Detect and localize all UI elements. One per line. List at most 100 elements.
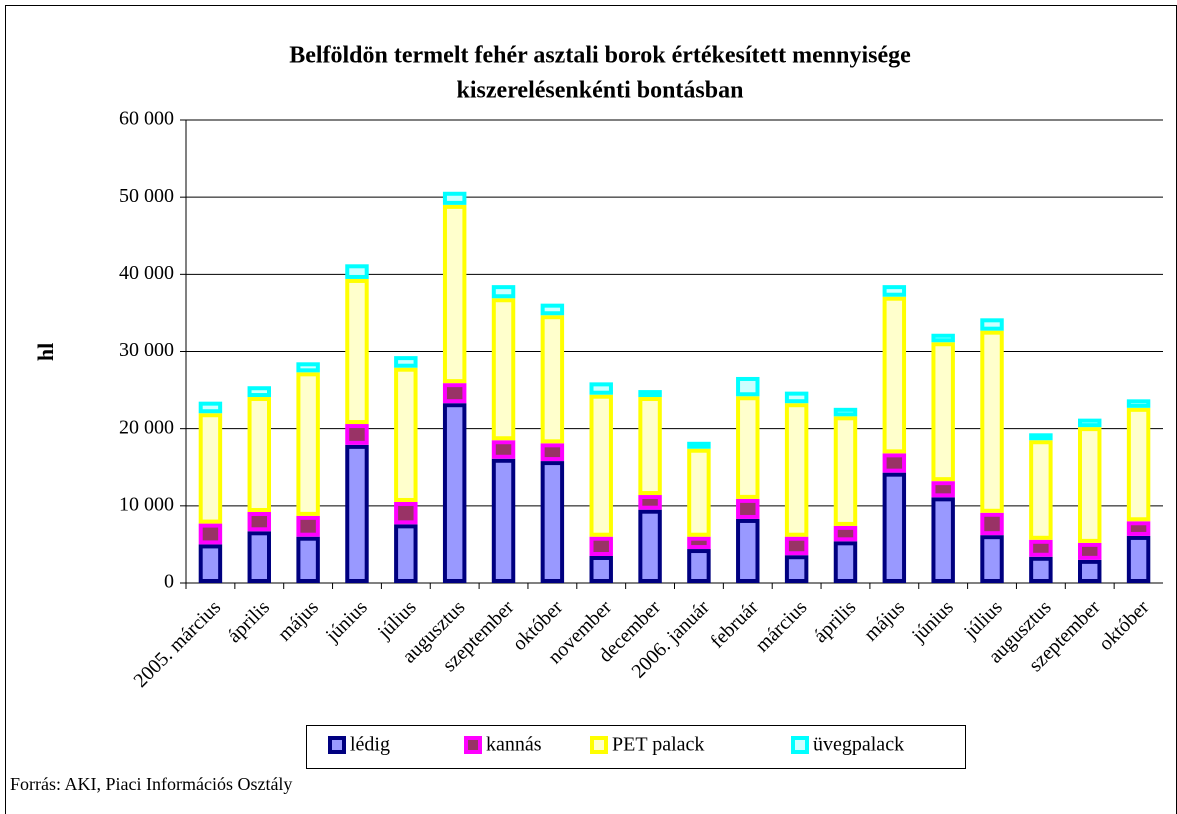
bar-segment	[638, 509, 662, 584]
y-axis-label: hl	[33, 343, 58, 361]
bar-segment	[1029, 556, 1053, 583]
bar-segment	[931, 497, 955, 583]
y-tick-label: 10 000	[119, 493, 174, 515]
bar-segment	[931, 342, 955, 482]
bar-segment	[540, 461, 565, 583]
bar-segment	[589, 555, 613, 583]
bar-segment	[833, 541, 858, 584]
bar-segment	[345, 278, 369, 425]
bar-segment	[491, 458, 516, 583]
bar-segment	[247, 397, 271, 513]
bar-segment	[540, 303, 565, 316]
y-tick-label: 50 000	[119, 185, 174, 207]
bar-segment	[394, 501, 418, 525]
bar-segment	[687, 549, 711, 584]
bar-segment	[833, 416, 858, 526]
legend-label: PET palack	[612, 734, 704, 756]
bar-segment	[296, 362, 320, 373]
legend-swatch	[590, 736, 608, 754]
bar-segment	[442, 383, 467, 404]
bar-segment	[784, 403, 809, 537]
bar-segment	[1126, 407, 1151, 522]
bar-segment	[198, 544, 223, 584]
bar-segment	[1029, 539, 1053, 557]
bar-segment	[1126, 399, 1151, 408]
bar-segment	[1078, 542, 1102, 560]
legend-swatch	[791, 736, 809, 754]
bar-segment	[198, 523, 223, 545]
bar-segment	[687, 441, 711, 449]
bar-segment	[784, 555, 809, 583]
bar-segment	[833, 407, 858, 417]
bar-segment	[345, 264, 369, 279]
bar-segment	[638, 397, 662, 496]
y-tick-label: 30 000	[119, 339, 174, 361]
bar-segment	[491, 440, 516, 459]
y-tick-label: 40 000	[119, 262, 174, 284]
bar-segment	[931, 481, 955, 498]
bar-segment	[882, 453, 907, 473]
legend-label: lédig	[350, 734, 390, 756]
bar-segment	[1029, 433, 1053, 441]
chart-title: Belföldön termelt fehér asztali borok ér…	[289, 43, 911, 69]
legend-label: üvegpalack	[813, 734, 904, 756]
bar-segment	[882, 296, 907, 454]
bar-segment	[296, 372, 320, 516]
bar-segment	[687, 536, 711, 550]
bar-segment	[296, 536, 320, 584]
bar-segment	[1126, 535, 1151, 584]
bar-segment	[736, 518, 760, 583]
y-tick-label: 60 000	[119, 108, 174, 130]
bar-segment	[1078, 427, 1102, 543]
bar-segment	[442, 403, 467, 583]
bar-segment	[980, 318, 1004, 331]
bar-segment	[345, 424, 369, 445]
bar-segment	[247, 531, 271, 584]
bar-segment	[491, 285, 516, 299]
bar-segment	[784, 391, 809, 404]
bar-segment	[589, 394, 613, 537]
bar-segment	[1078, 418, 1102, 428]
bar-segment	[1126, 521, 1151, 536]
legend-swatch	[464, 736, 482, 754]
bar-segment	[687, 448, 711, 537]
bar-segment	[540, 443, 565, 462]
bar-segment	[394, 356, 418, 368]
bar-segment	[491, 298, 516, 441]
bar-segment	[638, 390, 662, 398]
bar-segment	[833, 525, 858, 542]
bar-segment	[442, 204, 467, 384]
bar-segment	[247, 386, 271, 398]
bar-segment	[198, 401, 223, 414]
bar-segment	[394, 524, 418, 583]
bar-segment	[784, 536, 809, 556]
bar-segment	[442, 191, 467, 205]
bar-segment	[345, 444, 369, 583]
legend-box	[306, 725, 966, 769]
bar-segment	[296, 515, 320, 537]
bar-segment	[736, 376, 760, 397]
bar-segment	[540, 315, 565, 444]
bar-segment	[394, 367, 418, 502]
bar-segment	[638, 495, 662, 510]
legend-swatch	[328, 736, 346, 754]
bar-segment	[198, 413, 223, 524]
source-note: Forrás: AKI, Piaci Információs Osztály	[10, 774, 292, 794]
bar-segment	[980, 330, 1004, 513]
bar-segment	[980, 512, 1004, 536]
bar-segment	[1029, 440, 1053, 540]
bar-segment	[1078, 559, 1102, 583]
legend-label: kannás	[486, 734, 542, 756]
bar-segment	[980, 535, 1004, 584]
bar-segment	[247, 512, 271, 532]
y-tick-label: 0	[164, 571, 174, 593]
y-tick-label: 20 000	[119, 416, 174, 438]
bar-segment	[589, 536, 613, 556]
bar-segment	[882, 285, 907, 297]
bar-segment	[882, 472, 907, 584]
bar-segment	[736, 396, 760, 499]
chart-title: kiszerelésenkénti bontásban	[457, 78, 744, 104]
bar-segment	[931, 333, 955, 343]
bar-segment	[589, 382, 613, 395]
